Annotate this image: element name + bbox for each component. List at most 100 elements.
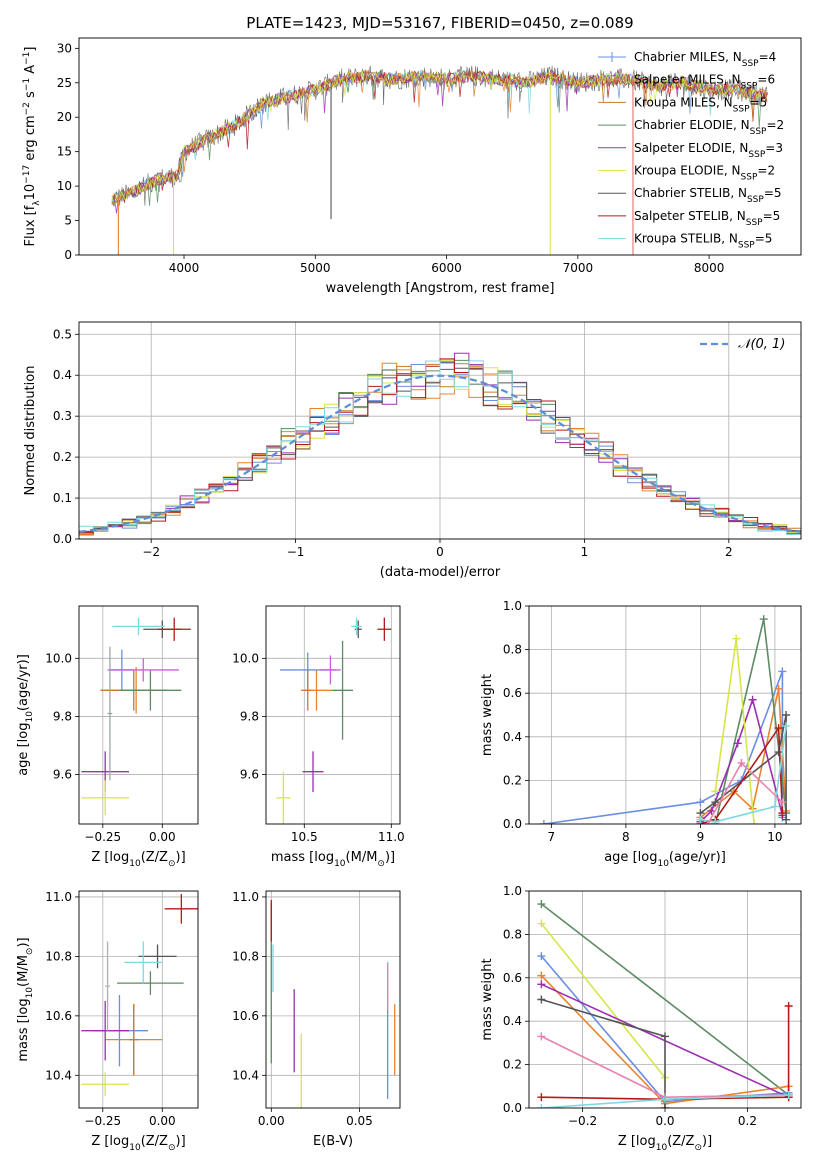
y-tick-label: 0.1 (53, 491, 72, 505)
y-tick-label: 0.2 (503, 773, 522, 787)
label-part: Z [log (91, 850, 129, 865)
y-tick-label: 0.2 (503, 1058, 522, 1072)
weight-series-line (540, 922, 666, 1079)
weight-marker (750, 820, 759, 824)
errorbar-point (81, 1000, 129, 1061)
label-part: 10 (129, 1143, 141, 1153)
weight-marker (782, 711, 791, 719)
weight-marker (774, 748, 783, 757)
y-tick-label: 10.6 (232, 1009, 259, 1023)
label-part: (M/M (346, 850, 378, 865)
y-tick-label: 0.2 (53, 450, 72, 464)
legend-entry: Kroupa MILES, NSSP=5 (598, 95, 767, 114)
y-tick-label: 9.8 (53, 709, 72, 723)
label-part: Chabrier MILES, N (634, 50, 742, 64)
y-tick-label: 10.6 (45, 1009, 72, 1023)
y-tick-label: 10.4 (232, 1068, 259, 1082)
legend-entry: Salpeter STELIB, NSSP=5 (598, 209, 780, 228)
weight-marker (537, 995, 546, 1004)
weight-marker (759, 615, 768, 624)
weight-marker (539, 820, 548, 824)
y-tick-label: 20 (57, 110, 72, 124)
y-tick-label: 0.4 (503, 1014, 522, 1028)
y-axis-label: mass weight (480, 958, 495, 1040)
panel-age-vs-mass: 10.5 11.0 9.6 9.8 10.0 mass [log10(M/M⊙)] (232, 605, 405, 869)
plot-area (79, 322, 801, 539)
x-axis-label: mass [log10(M/M⊙)] (271, 850, 395, 869)
label-part: Chabrier ELODIE, N (634, 118, 750, 132)
axes-frame (528, 605, 802, 825)
figure-title: PLATE=1423, MJD=53167, FIBERID=0450, z=0… (246, 14, 633, 32)
weight-marker (537, 980, 546, 989)
label-part: =2 (766, 118, 784, 132)
label-part: −1 (22, 52, 32, 65)
errorbar-point (112, 617, 165, 636)
label-part: Z [log (618, 1134, 656, 1149)
y-tick-label: 0.0 (53, 532, 72, 546)
errorbar-point (157, 617, 191, 641)
y-axis-label: Normed distribution (23, 366, 38, 496)
legend-label: 𝒩(0, 1) (738, 337, 785, 352)
spectrum-line (111, 70, 768, 204)
y-tick-label: 0.8 (503, 643, 522, 657)
legend-label: Salpeter ELODIE, NSSP=3 (634, 141, 783, 160)
errorbar-point (304, 669, 312, 711)
y-tick-label: 9.6 (53, 768, 72, 782)
y-tick-label: 15 (57, 145, 72, 159)
axes-frame (265, 605, 401, 825)
label-part: 10 (25, 711, 35, 723)
panel-residuals: −2 −1 0 1 2 0.0 0.1 0.2 0.3 0.4 0.5 (data-model)/er… (23, 321, 802, 580)
y-tick-label: 9.8 (240, 709, 259, 723)
label-part: Flux [f (23, 205, 38, 246)
x-tick-label: 6000 (431, 261, 462, 275)
weight-series-line (540, 903, 790, 1096)
weight-marker (784, 1002, 793, 1011)
errorbar-point (107, 646, 113, 781)
label-part: SSP (747, 195, 764, 205)
label-part: mass [log (271, 850, 334, 865)
label-part: 10 (334, 859, 346, 869)
errorbar-point (117, 971, 184, 996)
y-tick-label: 0.4 (503, 730, 522, 744)
x-tick-label: −2 (142, 545, 160, 559)
gaussian-curve (79, 374, 801, 533)
label-part: Kroupa MILES, N (634, 95, 733, 109)
label-part: )] (176, 1134, 186, 1149)
label-part: SSP (738, 241, 755, 251)
legend-label: Kroupa ELODIE, NSSP=2 (634, 164, 775, 183)
x-tick-label: −0.25 (84, 1114, 121, 1128)
errorbar-point (128, 1003, 139, 1076)
y-tick-label: 0.6 (503, 971, 522, 985)
y-tick-label: 1.0 (503, 599, 522, 613)
x-tick-label: 0.00 (149, 830, 176, 844)
weight-marker (774, 684, 783, 693)
legend-entry: Salpeter MILES, NSSP=6 (598, 73, 775, 92)
label-part: Normed distribution (23, 366, 38, 496)
weight-marker (537, 900, 546, 909)
legend-label: Chabrier ELODIE, NSSP=2 (634, 118, 784, 137)
panel-weight-vs-z: −0.2 0.0 0.2 0.0 0.2 0.4 0.6 0.8 1.0 Z [log10(Z/Z… (480, 884, 802, 1153)
x-tick-label: 0.00 (149, 1114, 176, 1128)
y-tick-label: 10.0 (232, 651, 259, 665)
x-tick-label: 10.5 (291, 830, 318, 844)
weight-marker (782, 721, 791, 730)
weight-marker (537, 952, 546, 961)
label-part: ⊙ (168, 1143, 176, 1153)
label-part: −1 (22, 78, 32, 91)
weight-marker (537, 971, 546, 980)
y-tick-label: 0.6 (503, 686, 522, 700)
legend-entry: Chabrier MILES, NSSP=4 (598, 50, 776, 69)
y-axis-label: mass [log10(M/M⊙)] (16, 937, 35, 1061)
y-tick-label: 10.0 (45, 651, 72, 665)
weight-marker (537, 1104, 546, 1108)
label-part: age [log (604, 850, 657, 865)
weight-marker (782, 815, 791, 824)
y-tick-label: 30 (57, 41, 72, 55)
panel-age-vs-z: −0.25 0.009.69.810.0Z [log10(Z/Z⊙)]age [l… (16, 605, 199, 869)
weight-marker (711, 798, 720, 807)
label-part: mass [log (16, 998, 31, 1061)
x-tick-label: −0.2 (568, 1114, 597, 1128)
label-part: Salpeter ELODIE, N (634, 141, 748, 155)
